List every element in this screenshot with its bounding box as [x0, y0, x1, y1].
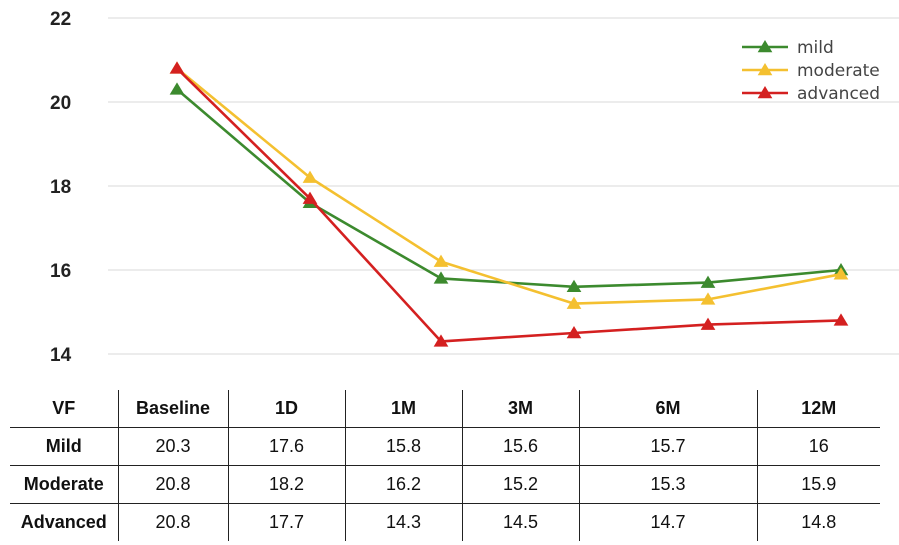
legend: mild moderate advanced: [742, 38, 880, 104]
data-point-mild: [566, 279, 582, 293]
data-point-mild: [433, 271, 449, 284]
table-cell: 14.7: [578, 503, 757, 541]
series-line-moderate: [176, 67, 842, 305]
table-cell: 20.8: [117, 503, 228, 541]
line-chart: 14 16 18 20 22 mild moderate advanced: [50, 9, 899, 366]
data-point-advanced: [169, 61, 185, 74]
table-cell: 15.6: [461, 427, 579, 466]
data-point-moderate: [433, 254, 449, 267]
table-cell: 17.7: [227, 503, 345, 541]
table-cell: 14.5: [461, 503, 579, 541]
y-tick-label: 16: [50, 261, 71, 282]
table-header-cell: 1D: [227, 390, 345, 428]
row-label: Mild: [45, 436, 82, 456]
series-line-mild: [176, 88, 842, 289]
table-header-cell: 3M: [461, 390, 579, 428]
y-tick-label: 20: [50, 93, 71, 114]
data-point-moderate: [566, 296, 582, 309]
table-cell: 16: [756, 427, 880, 466]
legend-label-moderate: moderate: [797, 61, 880, 81]
table-cell: 17.6: [227, 427, 345, 466]
table-cell: 15.8: [344, 427, 462, 466]
gridlines: [108, 17, 899, 355]
table-cell: 20.3: [117, 427, 228, 466]
data-table: VF Baseline 1D 1M 3M 6M 12M Mild 20.3 17…: [10, 390, 880, 541]
table-header-cell: Baseline: [117, 390, 228, 428]
data-point-advanced: [833, 313, 849, 326]
table-row: Advanced 20.8 17.7 14.3 14.5 14.7 14.8: [10, 503, 880, 541]
data-point-advanced: [700, 317, 716, 330]
y-tick-label: 22: [50, 9, 71, 30]
legend-marker-mild: [757, 40, 773, 53]
table-row: Mild 20.3 17.6 15.8 15.6 15.7 16: [10, 427, 880, 466]
series-layer: [169, 61, 849, 347]
data-point-advanced: [433, 334, 449, 347]
table-header-cell: 6M: [578, 390, 757, 428]
data-point-mild: [169, 82, 185, 95]
table-cell: 20.8: [117, 465, 228, 504]
table-cell: 15.2: [461, 465, 579, 504]
data-point-advanced: [302, 191, 318, 204]
table-cell: 15.3: [578, 465, 757, 504]
table-cell: 15.9: [756, 465, 880, 504]
data-point-mild: [700, 275, 716, 288]
table-header-row: VF Baseline 1D 1M 3M 6M 12M: [10, 390, 880, 428]
legend-marker-moderate: [757, 63, 773, 76]
y-tick-label: 14: [50, 345, 72, 366]
table-row: Moderate 20.8 18.2 16.2 15.2 15.3 15.9: [10, 465, 880, 504]
legend-marker-advanced: [757, 86, 773, 99]
table-header-cell: 1M: [344, 390, 462, 428]
table-cell: 14.8: [756, 503, 880, 541]
data-point-advanced: [566, 326, 582, 339]
table-cell: 14.3: [344, 503, 462, 541]
row-label: Advanced: [10, 503, 118, 541]
table-cell: 16.2: [344, 465, 462, 504]
data-point-moderate: [833, 267, 849, 280]
series-line-advanced: [176, 67, 842, 343]
data-point-moderate: [700, 292, 716, 305]
table-cell: 15.7: [578, 427, 757, 466]
y-tick-label: 18: [50, 177, 71, 198]
table-header-cell: 12M: [756, 390, 880, 428]
row-label: Moderate: [10, 465, 118, 504]
table-header-cell: VF: [10, 390, 118, 428]
y-axis-ticks: 14 16 18 20 22: [50, 9, 72, 366]
data-point-moderate: [302, 170, 318, 183]
legend-label-advanced: advanced: [797, 84, 880, 104]
table-cell: 18.2: [227, 465, 345, 504]
legend-label-mild: mild: [797, 38, 834, 58]
